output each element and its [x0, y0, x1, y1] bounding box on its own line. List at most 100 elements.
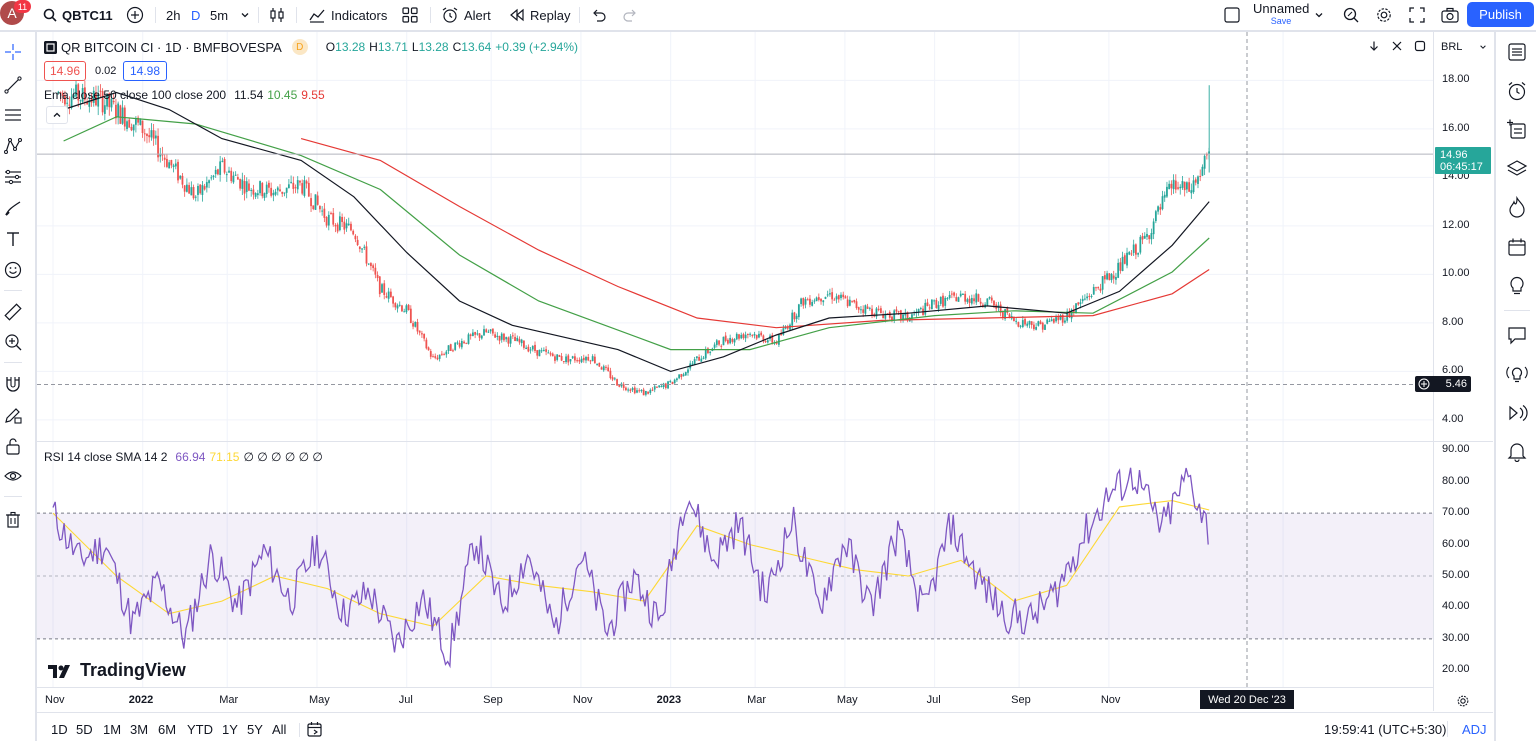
ema-legend[interactable]: Ema close 50 close 100 close 200 11.54 1… — [44, 88, 325, 102]
symbol-title[interactable]: QR BITCOIN CI · 1D · BMFBOVESPA — [61, 39, 282, 55]
fullscreen-button[interactable] — [1408, 0, 1426, 30]
settings-button[interactable] — [1375, 0, 1393, 30]
candle — [1052, 318, 1055, 324]
sell-price-box[interactable]: 14.96 — [44, 61, 86, 81]
candle — [338, 211, 341, 232]
crosshair-tool[interactable] — [0, 39, 26, 65]
layers-button[interactable] — [1502, 154, 1532, 184]
adj-divider — [1447, 721, 1448, 737]
trendline-tool[interactable] — [0, 72, 26, 98]
layout-name-button[interactable]: Unnamed Save — [1253, 2, 1309, 28]
zoom-tool[interactable] — [0, 329, 26, 355]
object-tree-button[interactable] — [1502, 115, 1532, 145]
candle — [1095, 286, 1097, 292]
alerts-button[interactable] — [1502, 76, 1532, 106]
layout-toggle[interactable] — [1223, 0, 1241, 30]
symbol-search[interactable]: QBTC11 — [43, 0, 113, 30]
move-pane-down-button[interactable] — [1365, 37, 1383, 55]
time-axis-settings-button[interactable] — [1455, 693, 1471, 709]
streams-button[interactable] — [1502, 359, 1532, 389]
tradingview-watermark[interactable]: TradingView — [48, 660, 186, 681]
maximize-pane-button[interactable] — [1388, 37, 1406, 55]
clock-timezone[interactable]: 19:59:41 (UTC+5:30) — [1324, 722, 1447, 737]
undo-button[interactable] — [591, 0, 607, 30]
replay-panel-button[interactable] — [1502, 398, 1532, 428]
replay-label: Replay — [530, 7, 571, 23]
candle — [212, 174, 215, 180]
candle — [83, 80, 86, 106]
alert-button[interactable]: Alert — [441, 0, 491, 30]
candle — [576, 357, 579, 363]
magnet-tool[interactable] — [0, 371, 26, 397]
stay-in-draw-tool[interactable] — [0, 402, 26, 428]
redo-button[interactable] — [622, 0, 638, 30]
candle — [871, 305, 873, 319]
candle — [760, 330, 763, 337]
indicators-button[interactable]: Indicators — [308, 0, 387, 30]
text-tool[interactable] — [0, 226, 26, 252]
interval-2h[interactable]: 2h — [166, 0, 180, 30]
publish-button[interactable]: Publish — [1467, 2, 1534, 27]
candle — [527, 344, 530, 353]
emoji-tool[interactable] — [0, 257, 26, 283]
chat-button[interactable] — [1502, 320, 1532, 350]
range-1y[interactable]: 1Y — [222, 722, 238, 737]
interval-d[interactable]: D — [191, 0, 200, 30]
snapshot-button[interactable] — [1440, 0, 1460, 30]
templates-button[interactable] — [401, 0, 419, 30]
range-3m[interactable]: 3M — [130, 722, 149, 737]
candle — [540, 347, 543, 353]
range-1d[interactable]: 1D — [51, 722, 68, 737]
calendar-button[interactable] — [1502, 232, 1532, 262]
range-ytd[interactable]: YTD — [187, 722, 213, 737]
range-all[interactable]: All — [272, 722, 287, 737]
interval-5m[interactable]: 5m — [210, 0, 228, 30]
reset-scale-button[interactable] — [1411, 37, 1429, 55]
candle — [633, 385, 636, 395]
lightbulb-icon — [1506, 274, 1528, 296]
fib-tool[interactable] — [0, 102, 26, 128]
range-6m[interactable]: 6M — [158, 722, 177, 737]
interval-dropdown[interactable] — [240, 0, 250, 30]
candle — [851, 300, 853, 303]
crosshair-price-label[interactable]: 5.46 — [1415, 376, 1471, 393]
chart-area[interactable]: QR BITCOIN CI · 1D · BMFBOVESPA D O13.28… — [37, 32, 1493, 711]
ideas-button[interactable] — [1502, 270, 1532, 300]
visibility-tool[interactable] — [0, 463, 26, 489]
lock-tool[interactable] — [0, 433, 26, 459]
goto-date-button[interactable] — [306, 720, 324, 738]
chart-canvas[interactable] — [37, 32, 1493, 711]
watchlist-button[interactable] — [1502, 37, 1532, 67]
candle — [722, 336, 725, 346]
quick-search-button[interactable] — [1342, 0, 1360, 30]
remove-drawings-tool[interactable] — [0, 507, 26, 533]
rsi-legend[interactable]: RSI 14 close SMA 14 2 66.94 71.15 ∅ ∅ ∅ … — [44, 450, 323, 464]
candle — [1192, 175, 1195, 194]
rsi-tick-label: 80.00 — [1442, 474, 1470, 487]
layout-dropdown[interactable] — [1314, 0, 1324, 30]
brush-tool[interactable] — [0, 195, 26, 221]
buy-price-box[interactable]: 14.98 — [123, 61, 167, 81]
candle — [758, 330, 760, 339]
measure-tool[interactable] — [0, 299, 26, 325]
candle — [1188, 177, 1191, 192]
candle — [485, 328, 488, 333]
candle — [1161, 190, 1164, 211]
currency-selector[interactable]: BRL — [1437, 37, 1491, 57]
range-1m[interactable]: 1M — [103, 722, 122, 737]
collapse-legend-button[interactable] — [46, 106, 68, 124]
notifications-button[interactable] — [1502, 436, 1532, 466]
replay-button[interactable]: Replay — [509, 0, 570, 30]
candle — [1015, 316, 1018, 325]
chart-type-button[interactable] — [268, 0, 286, 30]
hotlist-button[interactable] — [1502, 192, 1532, 222]
adj-toggle[interactable]: ADJ — [1462, 722, 1487, 737]
range-5d[interactable]: 5D — [76, 722, 93, 737]
candle — [423, 333, 426, 342]
range-5y[interactable]: 5Y — [247, 722, 263, 737]
pattern-tool[interactable] — [0, 133, 26, 159]
candle — [75, 80, 77, 99]
prediction-tool[interactable] — [0, 164, 26, 190]
compare-button[interactable] — [126, 0, 144, 30]
market-status-badge[interactable]: D — [291, 39, 308, 55]
